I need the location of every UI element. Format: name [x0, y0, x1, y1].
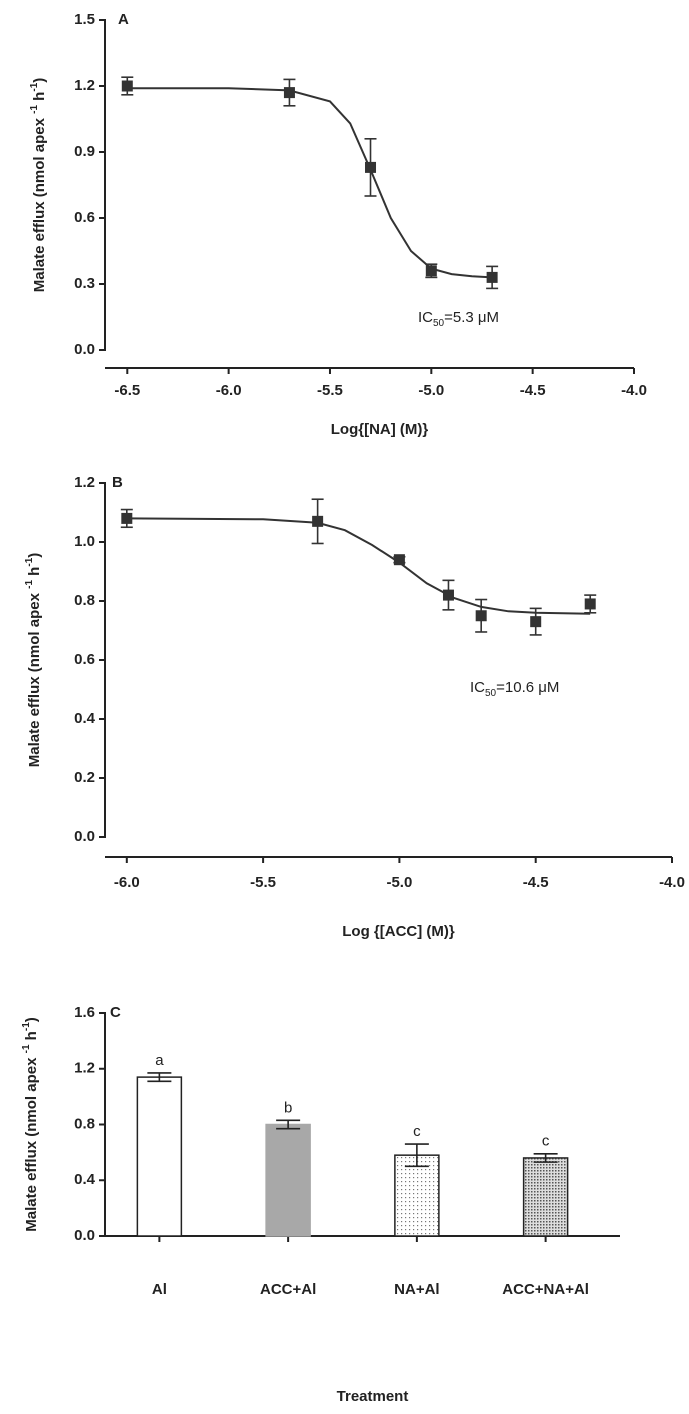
annotation-part: 50 — [485, 688, 497, 699]
point — [121, 512, 133, 524]
fit-curve — [127, 87, 493, 279]
significance-letter: a — [155, 1052, 164, 1069]
point — [393, 554, 405, 566]
y-axis-label-part: ) — [26, 553, 43, 558]
y-tick-label: 1.5 — [74, 11, 95, 28]
x-axis-label: Treatment — [337, 1388, 409, 1405]
y-tick-label: 1.2 — [74, 474, 95, 491]
bar — [265, 1123, 311, 1237]
x-tick-label: Al — [152, 1281, 167, 1298]
x-tick-label: -6.0 — [114, 874, 140, 891]
point — [121, 80, 133, 92]
point — [530, 616, 542, 628]
y-axis-label: Malate efflux (nmol apex -1 h-1) — [21, 1017, 40, 1232]
y-axis-label-part: Malate efflux (nmol apex — [31, 114, 48, 292]
fit-curve — [126, 517, 591, 615]
y-axis-label-part: -1 — [29, 82, 40, 91]
y-tick-label: 0.4 — [74, 710, 96, 727]
y-tick-label: 1.2 — [74, 1060, 95, 1077]
y-tick-label: 0.8 — [74, 1115, 95, 1132]
x-tick-label: -5.0 — [418, 382, 444, 399]
y-axis-label-part: -1 — [21, 1022, 32, 1031]
point — [475, 610, 487, 622]
x-tick-label: -5.0 — [386, 874, 412, 891]
y-tick-label: 1.2 — [74, 77, 95, 94]
panel-label: C — [110, 1004, 121, 1021]
y-tick-label: 0.2 — [74, 769, 95, 786]
bar — [136, 1076, 183, 1237]
bar — [394, 1154, 440, 1237]
x-tick-label: -4.5 — [520, 382, 546, 399]
annotation: IC50=5.3 μM — [418, 309, 499, 329]
point — [312, 515, 324, 527]
annotation-part: IC — [418, 309, 433, 326]
y-tick-label: 0.0 — [74, 341, 95, 358]
y-axis-label-part: -1 — [24, 580, 35, 589]
x-axis-label: Log{[NA] (M)} — [331, 421, 429, 438]
annotation-part: =10.6 μM — [496, 679, 559, 696]
error-bar — [404, 1143, 429, 1168]
point — [442, 589, 454, 601]
x-tick-label: -4.5 — [523, 874, 549, 891]
point — [425, 265, 437, 277]
panel-label: A — [118, 11, 129, 28]
annotation-part: =5.3 μM — [444, 309, 499, 326]
significance-letter: c — [542, 1133, 550, 1150]
x-tick-label: -4.0 — [659, 874, 685, 891]
y-axis-label-part: ) — [23, 1017, 40, 1022]
x-tick-label: -5.5 — [317, 382, 343, 399]
panel-label: B — [112, 474, 123, 491]
y-axis-label: Malate efflux (nmol apex -1 h-1) — [29, 78, 48, 293]
y-tick-label: 0.3 — [74, 275, 95, 292]
x-tick-label: NA+Al — [394, 1281, 439, 1298]
y-axis-label-part: -1 — [24, 557, 35, 566]
y-tick-label: 0.0 — [74, 1227, 95, 1244]
significance-letter: c — [413, 1123, 421, 1140]
point — [486, 271, 498, 283]
significance-letter: b — [284, 1099, 292, 1116]
annotation: IC50=10.6 μM — [470, 679, 559, 699]
y-axis-label-part: ) — [31, 78, 48, 83]
y-tick-label: 0.6 — [74, 651, 95, 668]
bar — [522, 1157, 569, 1237]
y-tick-label: 0.8 — [74, 592, 95, 609]
y-axis-label-part: -1 — [29, 105, 40, 114]
y-axis-label-part: Malate efflux (nmol apex — [23, 1053, 40, 1231]
x-tick-label: ACC+Al — [260, 1281, 316, 1298]
y-tick-label: 0.9 — [74, 143, 95, 160]
y-tick-label: 0.6 — [74, 209, 95, 226]
x-tick-label: -5.5 — [250, 874, 276, 891]
y-tick-label: 0.4 — [74, 1171, 96, 1188]
y-axis-label-part: -1 — [21, 1044, 32, 1053]
annotation-part: IC — [470, 679, 485, 696]
y-tick-label: 1.6 — [74, 1004, 95, 1021]
point — [283, 87, 295, 99]
y-axis-label: Malate efflux (nmol apex -1 h-1) — [24, 553, 43, 768]
x-axis-label: Log {[ACC] (M)} — [342, 923, 455, 940]
error-bar — [533, 1152, 558, 1163]
x-tick-label: ACC+NA+Al — [502, 1281, 589, 1298]
y-axis-label-part: h — [23, 1031, 40, 1044]
x-tick-label: -6.0 — [216, 382, 242, 399]
y-tick-label: 1.0 — [74, 533, 95, 550]
y-axis-label-part: h — [26, 567, 43, 580]
y-axis-label-part: h — [31, 92, 48, 105]
error-bar — [147, 1072, 172, 1083]
x-tick-label: -6.5 — [114, 382, 140, 399]
error-bar — [276, 1119, 301, 1130]
point — [365, 161, 377, 173]
annotation-part: 50 — [433, 318, 445, 329]
y-axis-label-part: Malate efflux (nmol apex — [26, 589, 43, 767]
y-tick-label: 0.0 — [74, 828, 95, 845]
point — [584, 598, 596, 610]
x-tick-label: -4.0 — [621, 382, 647, 399]
